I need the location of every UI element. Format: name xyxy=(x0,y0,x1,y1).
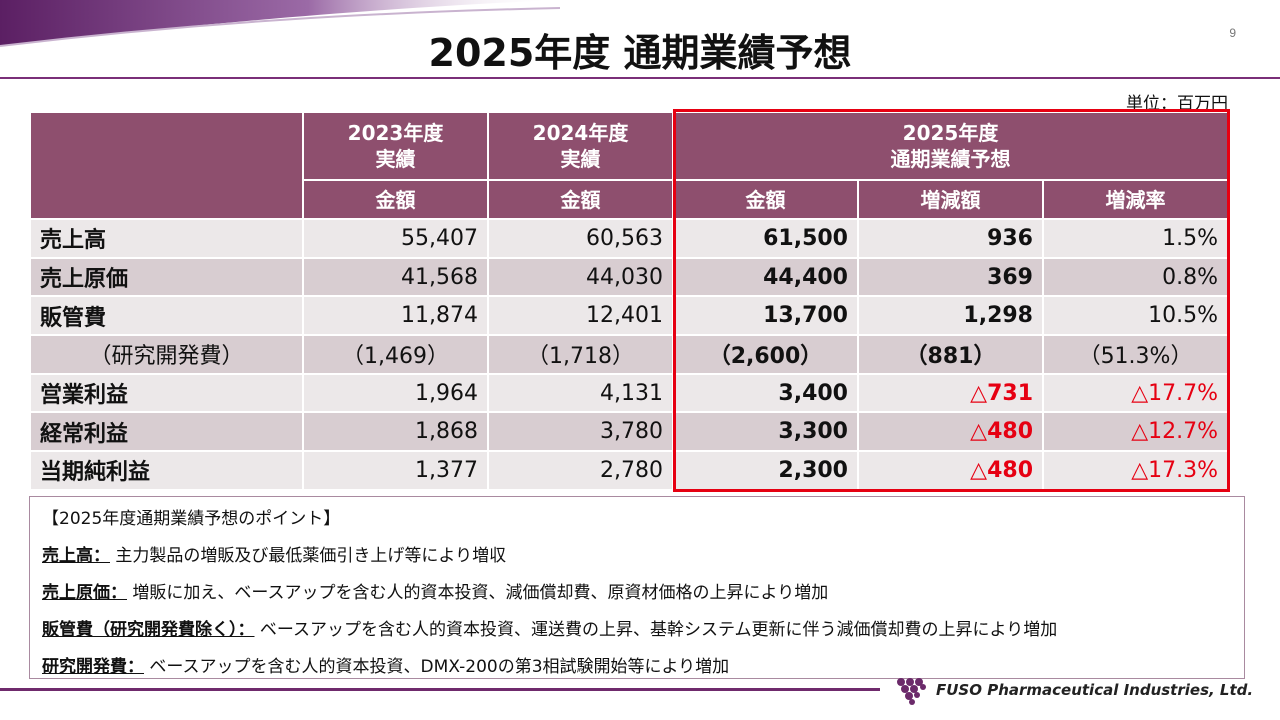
cell-fy2025: 61,500 xyxy=(672,218,859,259)
cell-fy2023: 41,568 xyxy=(302,256,489,298)
cell-fy2025: （2,600） xyxy=(672,334,859,375)
point-text: ベースアップを含む人的資本投資、運送費の上昇、基幹システム更新に伴う減価償却費の… xyxy=(259,620,1058,640)
table-header-row: 2023年度 実績 2024年度 実績 2025年度 通期業績予想 xyxy=(29,111,1230,220)
point-term: 販管費（研究開発費除く）： xyxy=(42,620,255,640)
cell-rate: （51.3%） xyxy=(1041,334,1230,375)
cell-rate: △17.3% xyxy=(1041,450,1230,491)
cell-fy2023: 55,407 xyxy=(302,218,489,259)
cell-fy2024: 60,563 xyxy=(487,218,674,259)
cell-fy2025: 3,300 xyxy=(672,411,859,453)
cell-fy2024: （1,718） xyxy=(487,334,674,375)
subheader-amount-2025: 金額 xyxy=(672,179,859,220)
cell-change: △480 xyxy=(857,450,1044,491)
point-item-cost-of-sales: 売上原価： 増販に加え、ベースアップを含む人的資本投資、減価償却費、原資材価格の… xyxy=(42,580,1232,606)
cell-fy2024: 4,131 xyxy=(487,372,674,414)
header-fy2023: 2023年度 実績 xyxy=(302,111,489,181)
row-label: 売上高 xyxy=(29,218,304,259)
cell-fy2023: 1,964 xyxy=(302,372,489,414)
row-label: 経常利益 xyxy=(29,411,304,453)
grape-logo-icon xyxy=(897,678,926,705)
point-term: 売上高： xyxy=(42,546,110,566)
table-row: 売上高 55,407 60,563 61,500 936 1.5% xyxy=(29,218,1230,259)
cell-fy2024: 3,780 xyxy=(487,411,674,453)
table-row: 営業利益 1,964 4,131 3,400 △731 △17.7% xyxy=(29,372,1230,414)
cell-change: △480 xyxy=(857,411,1044,453)
page-number: 9 xyxy=(1229,26,1236,40)
subheader-amount-2023: 金額 xyxy=(302,179,489,220)
cell-change: 1,298 xyxy=(857,295,1044,337)
table-row: 売上原価 41,568 44,030 44,400 369 0.8% xyxy=(29,256,1230,298)
table-row: （研究開発費） （1,469） （1,718） （2,600） （881） （5… xyxy=(29,334,1230,375)
cell-rate: 10.5% xyxy=(1041,295,1230,337)
cell-fy2024: 44,030 xyxy=(487,256,674,298)
cell-change: △731 xyxy=(857,372,1044,414)
cell-rate: 1.5% xyxy=(1041,218,1230,259)
cell-fy2025: 13,700 xyxy=(672,295,859,337)
point-term: 研究開発費： xyxy=(42,657,144,677)
title-divider xyxy=(0,77,1280,79)
point-text: 増販に加え、ベースアップを含む人的資本投資、減価償却費、原資材価格の上昇により増… xyxy=(132,583,829,603)
table-row: 販管費 11,874 12,401 13,700 1,298 10.5% xyxy=(29,295,1230,337)
subheader-amount-2024: 金額 xyxy=(487,179,674,220)
forecast-points-box: 【2025年度通期業績予想のポイント】 売上高： 主力製品の増販及び最低薬価引き… xyxy=(29,496,1245,679)
row-label: 当期純利益 xyxy=(29,450,304,491)
point-item-sga: 販管費（研究開発費除く）： ベースアップを含む人的資本投資、運送費の上昇、基幹シ… xyxy=(42,617,1232,643)
subheader-change-amount: 増減額 xyxy=(857,179,1044,220)
row-label: 売上原価 xyxy=(29,256,304,298)
subheader-change-rate: 増減率 xyxy=(1041,179,1230,220)
cell-fy2025: 44,400 xyxy=(672,256,859,298)
row-label: 販管費 xyxy=(29,295,304,337)
points-heading: 【2025年度通期業績予想のポイント】 xyxy=(42,509,341,529)
page-title: 2025年度 通期業績予想 xyxy=(428,31,852,75)
point-item-rnd: 研究開発費： ベースアップを含む人的資本投資、DMX-200の第3相試験開始等に… xyxy=(42,654,1232,680)
header-swoosh-decoration xyxy=(0,0,560,47)
point-text: 主力製品の増販及び最低薬価引き上げ等により増収 xyxy=(115,546,507,566)
table-row: 経常利益 1,868 3,780 3,300 △480 △12.7% xyxy=(29,411,1230,453)
cell-rate: △12.7% xyxy=(1041,411,1230,453)
cell-fy2024: 12,401 xyxy=(487,295,674,337)
cell-fy2023: 11,874 xyxy=(302,295,489,337)
cell-fy2023: 1,377 xyxy=(302,450,489,491)
cell-change: （881） xyxy=(857,334,1044,375)
cell-fy2023: （1,469） xyxy=(302,334,489,375)
point-item-sales: 売上高： 主力製品の増販及び最低薬価引き上げ等により増収 xyxy=(42,543,1232,569)
company-name: FUSO Pharmaceutical Industries, Ltd. xyxy=(936,681,1254,699)
header-fy2025-forecast: 2025年度 通期業績予想 xyxy=(671,111,1230,181)
forecast-table: 2023年度 実績 2024年度 実績 2025年度 通期業績予想 金額 金額 … xyxy=(29,111,1230,491)
cell-fy2023: 1,868 xyxy=(302,411,489,453)
table-row: 当期純利益 1,377 2,780 2,300 △480 △17.3% xyxy=(29,450,1230,491)
table-subheader-row: 金額 金額 金額 増減額 増減率 xyxy=(30,179,1230,220)
cell-fy2024: 2,780 xyxy=(487,450,674,491)
footer-divider xyxy=(0,688,880,691)
cell-fy2025: 2,300 xyxy=(672,450,859,491)
cell-fy2025: 3,400 xyxy=(672,372,859,414)
header-fy2024: 2024年度 実績 xyxy=(487,111,674,181)
cell-rate: 0.8% xyxy=(1041,256,1230,298)
header-empty-cell xyxy=(29,111,304,220)
row-label: 営業利益 xyxy=(29,372,304,414)
cell-change: 936 xyxy=(857,218,1044,259)
point-term: 売上原価： xyxy=(42,583,127,603)
point-text: ベースアップを含む人的資本投資、DMX-200の第3相試験開始等により増加 xyxy=(149,657,730,677)
cell-rate: △17.7% xyxy=(1041,372,1230,414)
cell-change: 369 xyxy=(857,256,1044,298)
row-label: （研究開発費） xyxy=(29,334,304,375)
